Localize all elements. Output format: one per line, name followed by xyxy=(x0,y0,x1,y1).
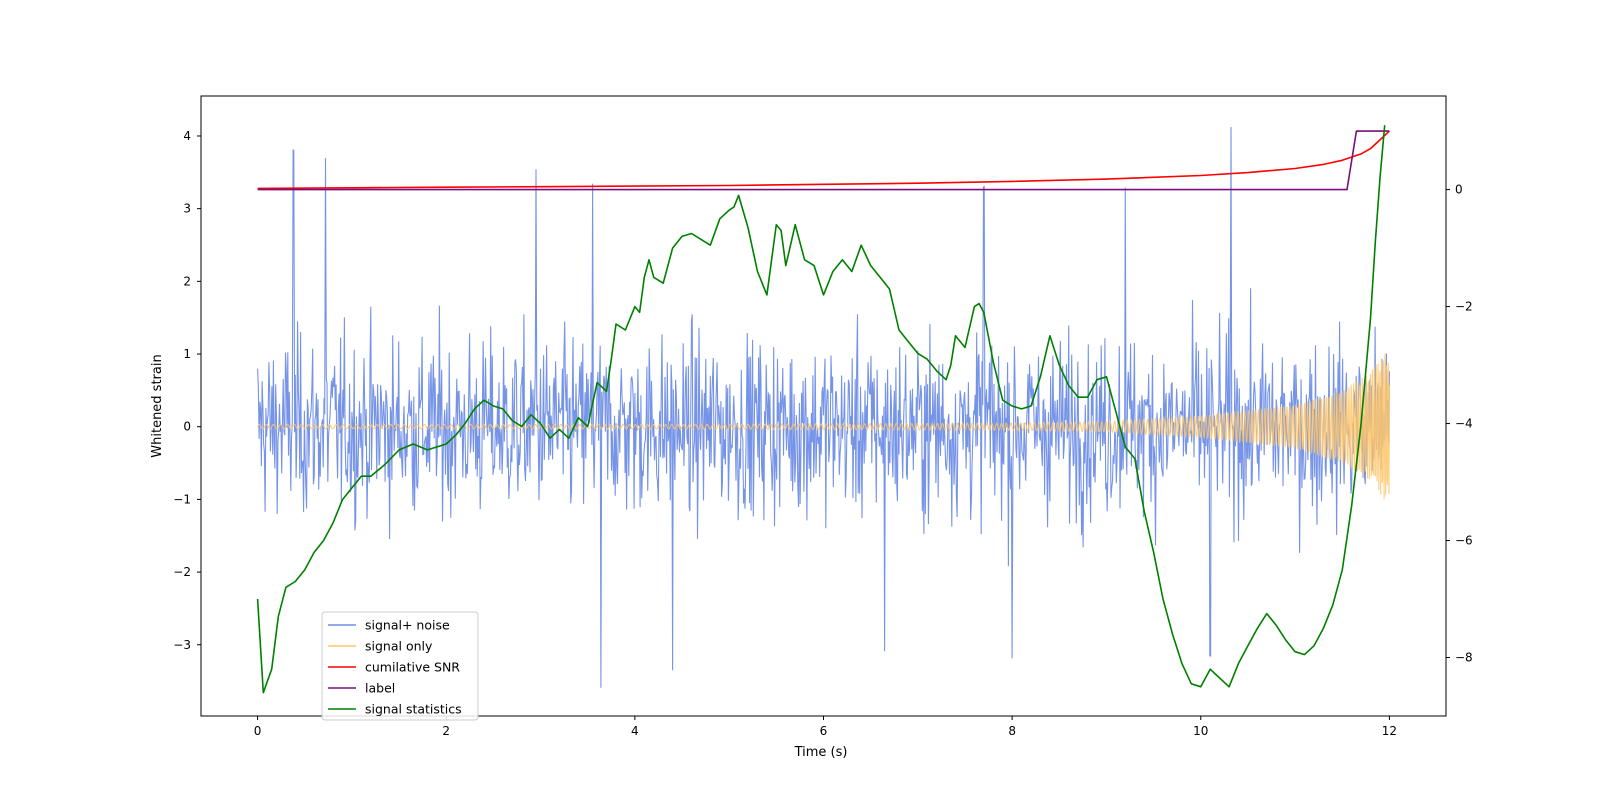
legend-label-label: label xyxy=(365,681,395,696)
series-signal-statistics xyxy=(256,125,1386,694)
x-tick-label: 10 xyxy=(1193,724,1208,738)
y-axis-right: −8 −6 −4 −2 0 xyxy=(1446,183,1473,665)
y2-tick-label: −2 xyxy=(1455,300,1473,314)
y-axis-left: −3 −2 −1 0 1 2 3 4 xyxy=(173,129,201,652)
x-tick-label: 2 xyxy=(442,724,450,738)
y2-tick-label: −6 xyxy=(1455,534,1473,548)
legend: signal+ noise signal only cumilative SNR la… xyxy=(321,611,479,721)
legend-box xyxy=(321,611,479,721)
series-cumulative-snr xyxy=(257,130,1390,190)
y-tick-label: 4 xyxy=(183,129,191,143)
y-axis-label: Whitened strain xyxy=(150,354,165,457)
y2-tick-label: −8 xyxy=(1455,651,1473,665)
y-tick-label: −2 xyxy=(173,565,191,579)
y-tick-label: 0 xyxy=(183,420,191,434)
y-tick-label: −1 xyxy=(173,492,191,506)
y-tick-label: 2 xyxy=(183,274,191,288)
legend-label-signal: signal only xyxy=(365,639,433,654)
legend-label-noise: signal+ noise xyxy=(365,618,450,633)
y-tick-label: 3 xyxy=(183,202,191,216)
y-tick-label: −3 xyxy=(173,638,191,652)
x-tick-label: 6 xyxy=(820,724,828,738)
legend-label-snr: cumilative SNR xyxy=(365,660,460,675)
x-axis-label: Time (s) xyxy=(794,745,848,760)
x-tick-label: 4 xyxy=(631,724,639,738)
y2-tick-label: −4 xyxy=(1455,417,1473,431)
y-tick-label: 1 xyxy=(183,347,191,361)
x-tick-label: 8 xyxy=(1008,724,1016,738)
series-label xyxy=(257,130,1390,191)
x-tick-label: 0 xyxy=(254,724,262,738)
y2-tick-label: 0 xyxy=(1455,183,1463,197)
x-tick-label: 12 xyxy=(1382,724,1397,738)
series-signal-plus-noise xyxy=(257,126,1390,688)
series-layer xyxy=(256,125,1390,694)
series-signal-only xyxy=(257,354,1390,500)
legend-label-stat: signal statistics xyxy=(365,702,462,717)
